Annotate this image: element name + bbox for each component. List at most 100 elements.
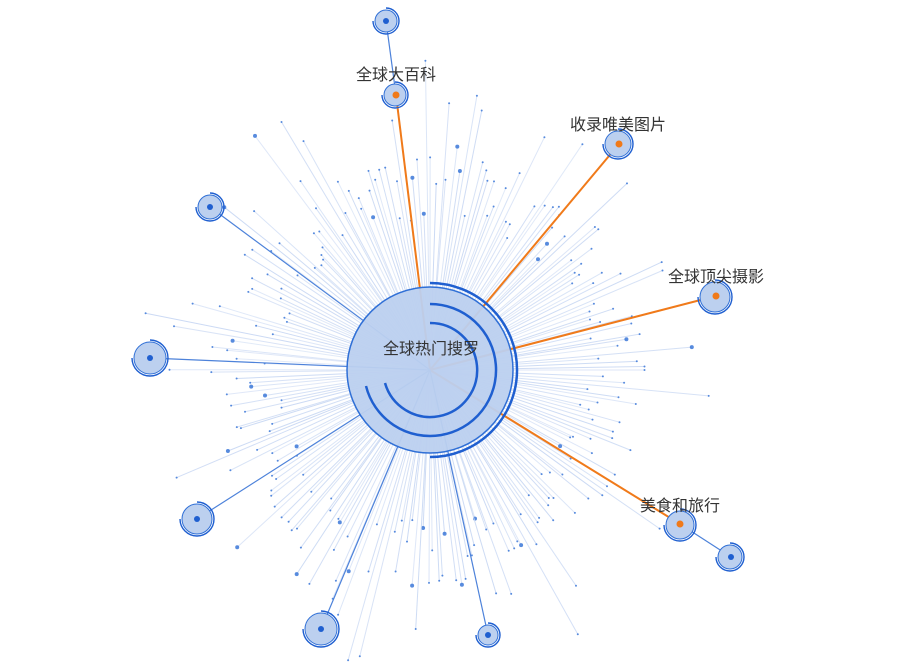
leaf-node (551, 206, 554, 209)
leaf-node (322, 258, 325, 261)
node-left[interactable] (131, 339, 169, 377)
leaf-node (299, 180, 302, 183)
leaf-node (276, 459, 279, 462)
leaf-node (278, 242, 281, 245)
leaf-node (527, 494, 530, 497)
leaf-node (344, 212, 347, 214)
leaf-node (545, 241, 549, 246)
leaf-node (463, 214, 466, 217)
leaf-node (538, 516, 541, 519)
leaf-node (225, 449, 230, 453)
leaf-node (438, 579, 441, 582)
leaf-node (287, 520, 290, 523)
node-dot (615, 140, 623, 148)
leaf-node (320, 254, 323, 256)
leaf-node (280, 406, 283, 409)
leaf-node (444, 178, 447, 181)
leaf-node (410, 583, 415, 588)
leaf-node (448, 102, 451, 105)
leaf-node (590, 452, 593, 455)
leaf-node (296, 274, 299, 277)
leaf-node (543, 136, 546, 139)
leaf-node (661, 269, 664, 272)
leaf-node (226, 349, 229, 352)
leaf-node (643, 369, 646, 371)
leaf-node (689, 345, 694, 350)
leaf-node (591, 418, 594, 421)
node-dot (318, 626, 324, 632)
node-dot (676, 520, 684, 528)
leaf-node (270, 494, 273, 497)
leaf-node (658, 527, 661, 530)
node-food-travel[interactable]: 美食和旅行 (640, 496, 720, 542)
leaf-node (249, 384, 254, 389)
leaf-node (235, 426, 238, 429)
leaf-node (253, 210, 256, 213)
leaf-node (589, 318, 591, 321)
leaf-node (624, 337, 629, 342)
leaf-node (400, 519, 403, 522)
leaf-node (508, 223, 511, 226)
leaf-node (191, 302, 194, 305)
node-arc (381, 81, 409, 109)
leaf-node (597, 357, 600, 360)
leaf-node (623, 381, 626, 384)
leaf-node (643, 365, 646, 368)
leaf-node (638, 333, 641, 336)
node-arc (697, 279, 733, 315)
leaf-node (540, 473, 543, 476)
node-arc (715, 542, 745, 572)
leaf-node (518, 172, 521, 175)
leaf-node (406, 540, 408, 543)
leaf-node (414, 628, 417, 630)
leaf-node (421, 211, 426, 216)
node-top-photography[interactable]: 全球顶尖摄影 (668, 267, 764, 315)
leaf-node (442, 531, 447, 536)
node-bottom-left[interactable] (302, 610, 340, 648)
leaf-node (630, 322, 633, 325)
node-upper-left[interactable] (195, 192, 225, 222)
leaf-node (601, 494, 604, 497)
leaf-node (424, 59, 427, 62)
leaf-node (592, 302, 595, 305)
node-beautiful-images[interactable]: 收录唯美图片 (570, 115, 666, 160)
node-encyclopedia[interactable]: 全球大百科 (356, 65, 436, 109)
leaf-node (275, 478, 278, 480)
leaf-node (635, 360, 638, 363)
leaf-node (495, 592, 498, 595)
leaf-node (290, 529, 293, 532)
leaf-node (481, 161, 484, 164)
leaf-node (320, 264, 323, 267)
node-bottom[interactable] (475, 622, 501, 648)
leaf-node (229, 469, 232, 472)
hub-node[interactable]: 全球热门搜罗 (346, 281, 519, 459)
node-top-left[interactable] (372, 7, 400, 35)
leaf-node (410, 175, 415, 180)
leaf-node (492, 205, 495, 208)
leaf-node (211, 346, 214, 348)
node-bottom-right[interactable] (715, 542, 745, 572)
node-lower-left[interactable] (179, 501, 215, 537)
leaf-node (573, 271, 576, 274)
leaf-node (569, 436, 572, 439)
leaf-node (575, 584, 577, 587)
leaf-node (280, 287, 283, 290)
leaf-node (589, 337, 592, 340)
leaf-node (296, 527, 298, 530)
leaf-node (299, 546, 302, 549)
leaf-node (466, 555, 469, 557)
leaf-node (280, 399, 283, 402)
node-dot (728, 554, 734, 560)
node-arc (372, 7, 400, 35)
leaf-node (313, 266, 316, 269)
leaf-node (485, 169, 488, 172)
leaf-node (318, 230, 321, 233)
leaf-node (660, 261, 663, 264)
leaf-node (616, 344, 619, 347)
node-label: 美食和旅行 (640, 496, 720, 515)
leaf-node (271, 474, 273, 477)
node-label: 全球大百科 (356, 65, 436, 84)
leaf-node (398, 217, 401, 220)
leaf-node (393, 530, 396, 533)
